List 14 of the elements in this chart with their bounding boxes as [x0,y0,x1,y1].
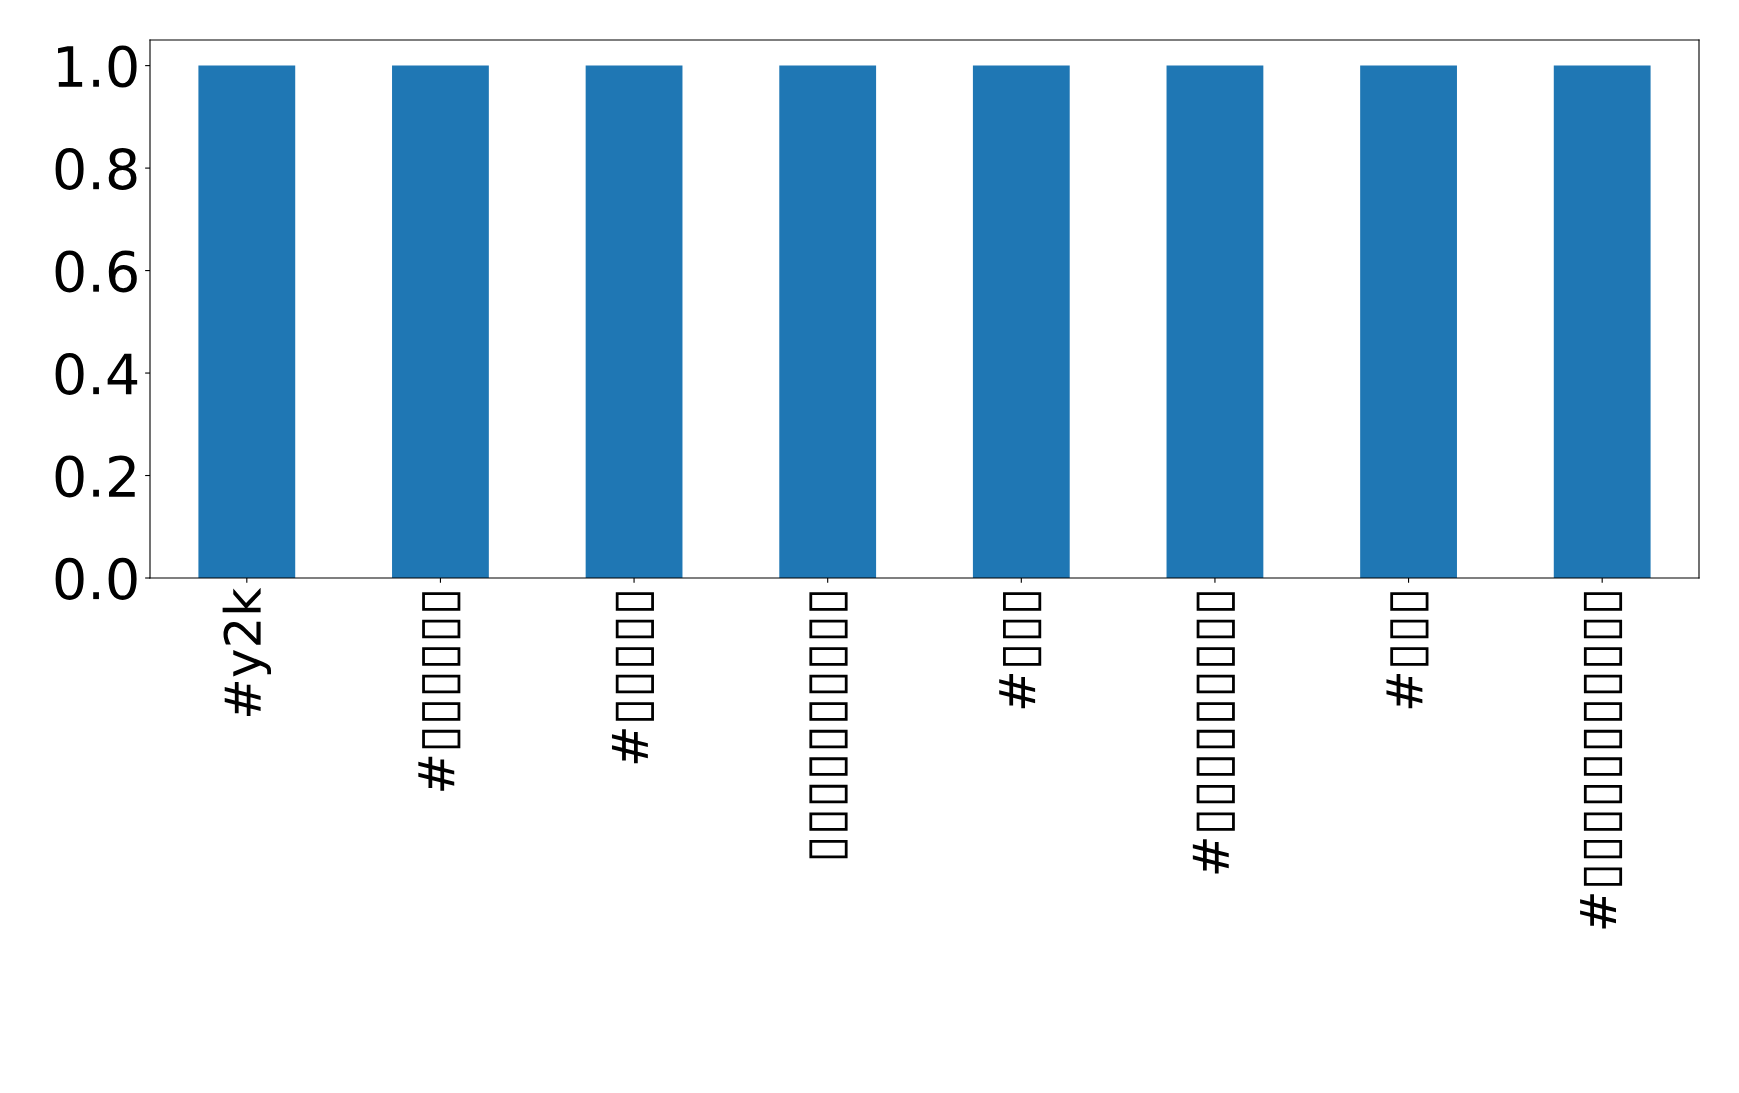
x-tick-label: #y2k [222,587,272,717]
y-tick-label: 0.4 [55,352,138,395]
y-tick-label: 1.0 [58,45,137,88]
x-tick-label: #▯▯▯ [999,592,1042,709]
y-tick-label: 0.8 [55,147,137,190]
x-tick-label: #▯▯▯▯▯▯ [418,592,461,791]
x-tick-label: #▯▯▯▯▯ [611,592,654,764]
y-tick-label: 0.0 [55,557,137,600]
x-tick-label: #▯▯▯▯▯▯▯▯▯ [1192,592,1235,874]
x-tick-label: ▯▯▯▯▯▯▯▯▯▯ [809,592,848,859]
y-tick-label: 0.2 [55,455,135,498]
y-tick-label: 0.6 [55,250,137,293]
x-tick-label: #▯▯▯▯▯▯▯▯▯▯▯ [1580,592,1623,929]
x-tick-label: #▯▯▯ [1386,592,1429,709]
